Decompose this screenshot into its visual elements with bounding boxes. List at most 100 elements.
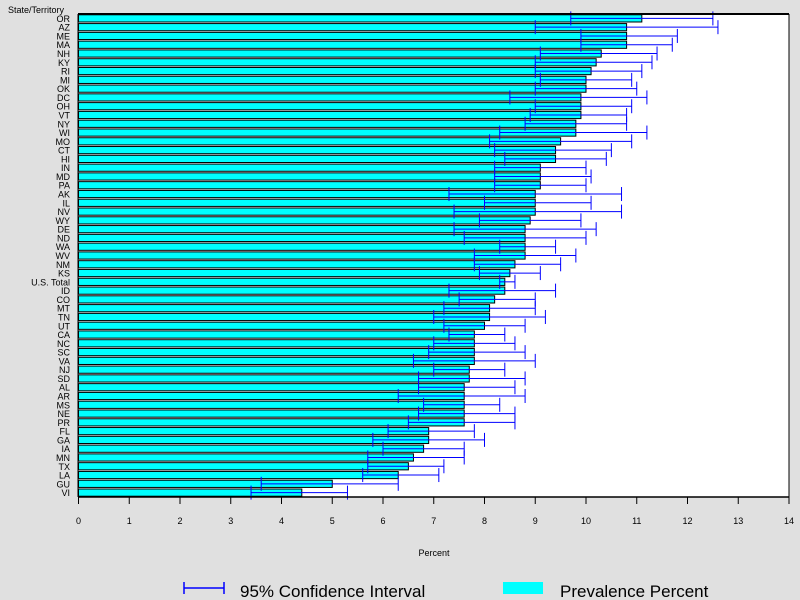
ci-whisker [534,99,633,114]
category-label: TX [58,462,70,472]
ci-whisker [448,187,623,202]
ci-whisker [412,353,536,368]
bar [78,93,582,102]
category-label: SC [57,348,70,358]
bar [78,304,491,313]
category-label: CA [57,330,70,340]
x-tick-label: 11 [632,516,641,526]
category-label: SD [57,374,70,384]
category-label: MI [60,75,70,85]
category-label: WI [59,128,70,138]
ci-whisker [443,301,536,316]
ci-whisker [433,336,516,351]
bar [78,198,536,207]
y-axis-title: State/Territory [8,5,65,15]
ci-whisker [367,459,445,474]
category-label: AZ [58,23,70,33]
ci-whisker [407,415,516,430]
bar [78,268,511,278]
ci-whisker [534,64,643,79]
ci-whisker [539,72,633,87]
x-tick-label: 6 [380,516,385,526]
bar [78,277,506,286]
x-tick-label: 10 [581,516,591,526]
x-tick-label: 12 [682,516,692,526]
category-label: KY [58,58,70,68]
bar [78,75,587,84]
bar [78,154,557,164]
ci-whisker [453,204,623,219]
bar [78,444,425,453]
category-label: WV [56,251,71,261]
category-label: OH [57,102,71,112]
ci-whisker [494,143,612,158]
ci-whisker [453,222,597,237]
ci-whisker [504,151,607,166]
category-label: NJ [59,365,70,375]
category-label: AK [58,190,70,200]
category-label: ID [61,286,71,296]
category-label: WA [56,242,70,252]
category-label: DC [57,93,70,103]
bar [78,453,414,462]
category-label: VA [59,356,70,366]
bar [78,137,562,146]
category-label: WY [56,216,71,226]
bar [78,418,465,427]
x-tick-label: 13 [733,516,743,526]
bar [78,58,597,67]
category-label: TN [58,312,70,322]
bar [78,110,582,120]
ci-whisker [443,318,526,333]
bar [78,181,541,190]
category-label: CT [58,146,70,156]
ci-whisker [499,125,648,140]
ci-whisker [580,37,673,52]
legend-ci-label: 95% Confidence Interval [240,582,425,600]
category-label: DE [57,225,70,235]
bar [78,339,475,348]
ci-whisker [499,274,516,289]
bar [78,102,582,111]
category-label: MO [56,137,71,147]
bar [78,14,643,23]
category-label: MA [57,40,71,50]
x-tick-label: 8 [482,516,487,526]
ci-whisker [362,468,440,483]
bar [78,172,541,181]
bar [78,260,516,269]
x-tick-label: 2 [177,516,182,526]
category-label: AL [59,383,70,393]
category-label: U.S. Total [31,277,70,287]
ci-whisker [539,46,658,61]
category-label: NE [57,409,70,419]
ci-whisker [534,81,638,96]
category-label: IN [61,163,70,173]
legend-bar-label: Prevalence Percent [560,582,709,600]
x-tick-label: 14 [784,516,794,526]
bar [78,365,470,374]
category-label: OK [57,84,70,94]
category-label: GU [57,479,71,489]
category-label: MT [57,304,70,314]
category-label: NC [57,339,70,349]
category-label: AR [57,392,70,402]
ci-whisker [423,397,501,412]
bar [78,330,475,339]
bar [78,470,399,480]
bar [78,251,526,260]
bar [78,233,526,243]
category-label: PR [57,418,70,428]
x-tick-label: 3 [228,516,233,526]
x-tick-label: 7 [431,516,436,526]
legend-bar-swatch [503,582,543,594]
category-label: OR [57,14,71,24]
x-axis-title: Percent [418,548,450,558]
bar [78,348,475,357]
category-label: FL [59,427,70,437]
x-tick-label: 1 [127,516,132,526]
bar [78,383,465,392]
category-label: HI [61,154,70,164]
category-label: UT [58,321,70,331]
